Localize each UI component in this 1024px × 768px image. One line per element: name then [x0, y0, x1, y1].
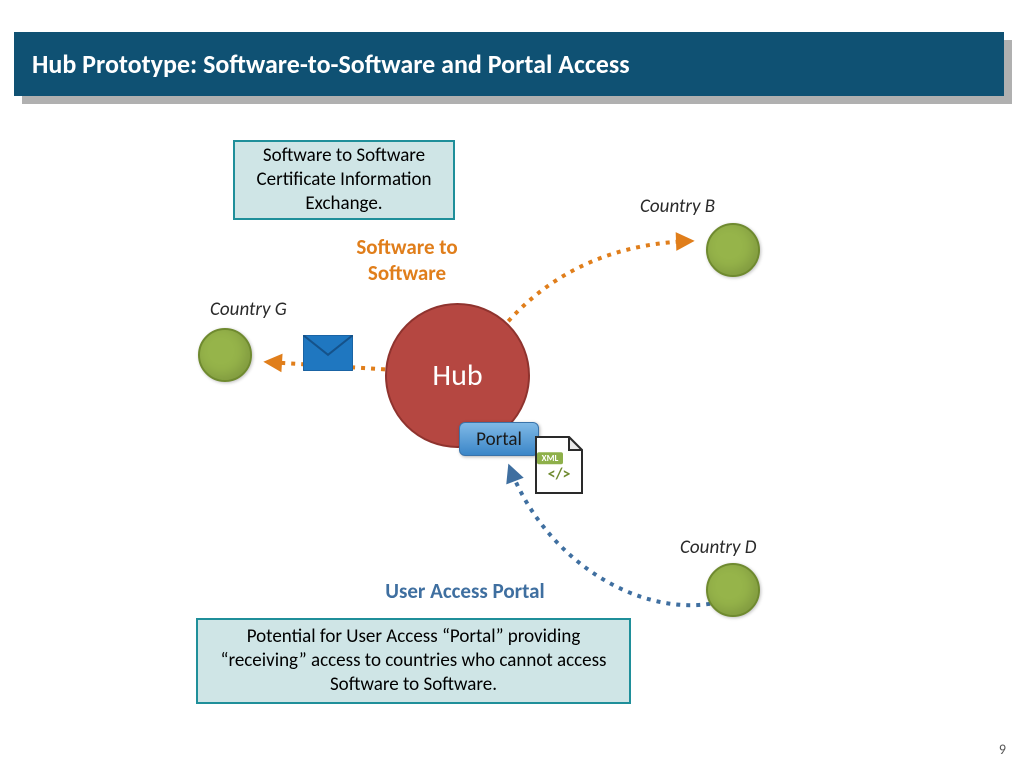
portal-button: Portal — [459, 422, 539, 456]
label-s2s-text: Software to Software — [356, 234, 457, 286]
portal-label: Portal — [476, 428, 522, 451]
xml-doc-icon: XML </> — [535, 436, 583, 494]
envelope-icon — [303, 335, 353, 371]
country-g-label: Country G — [210, 298, 287, 321]
country-b-node — [706, 223, 760, 277]
page-number: 9 — [999, 741, 1006, 758]
info-box-portal-text: Potential for User Access “Portal” provi… — [212, 625, 615, 696]
country-b-label: Country B — [640, 195, 715, 218]
info-box-portal: Potential for User Access “Portal” provi… — [196, 618, 631, 704]
country-d-label: Country D — [680, 536, 757, 559]
info-box-s2s: Software to Software Certificate Informa… — [233, 140, 455, 220]
label-software-to-software: Software to Software — [337, 234, 477, 286]
label-uap-text: User Access Portal — [385, 578, 544, 604]
country-g-node — [198, 328, 252, 382]
svg-text:</>: </> — [548, 465, 571, 484]
info-box-s2s-text: Software to Software Certificate Informa… — [257, 144, 432, 215]
page-title-text: Hub Prototype: Software-to-Software and … — [32, 48, 630, 80]
hub-label: Hub — [432, 357, 482, 394]
label-user-access-portal: User Access Portal — [355, 578, 575, 604]
page-title: Hub Prototype: Software-to-Software and … — [14, 32, 1004, 96]
country-d-node — [706, 563, 760, 617]
svg-text:XML: XML — [542, 453, 559, 464]
